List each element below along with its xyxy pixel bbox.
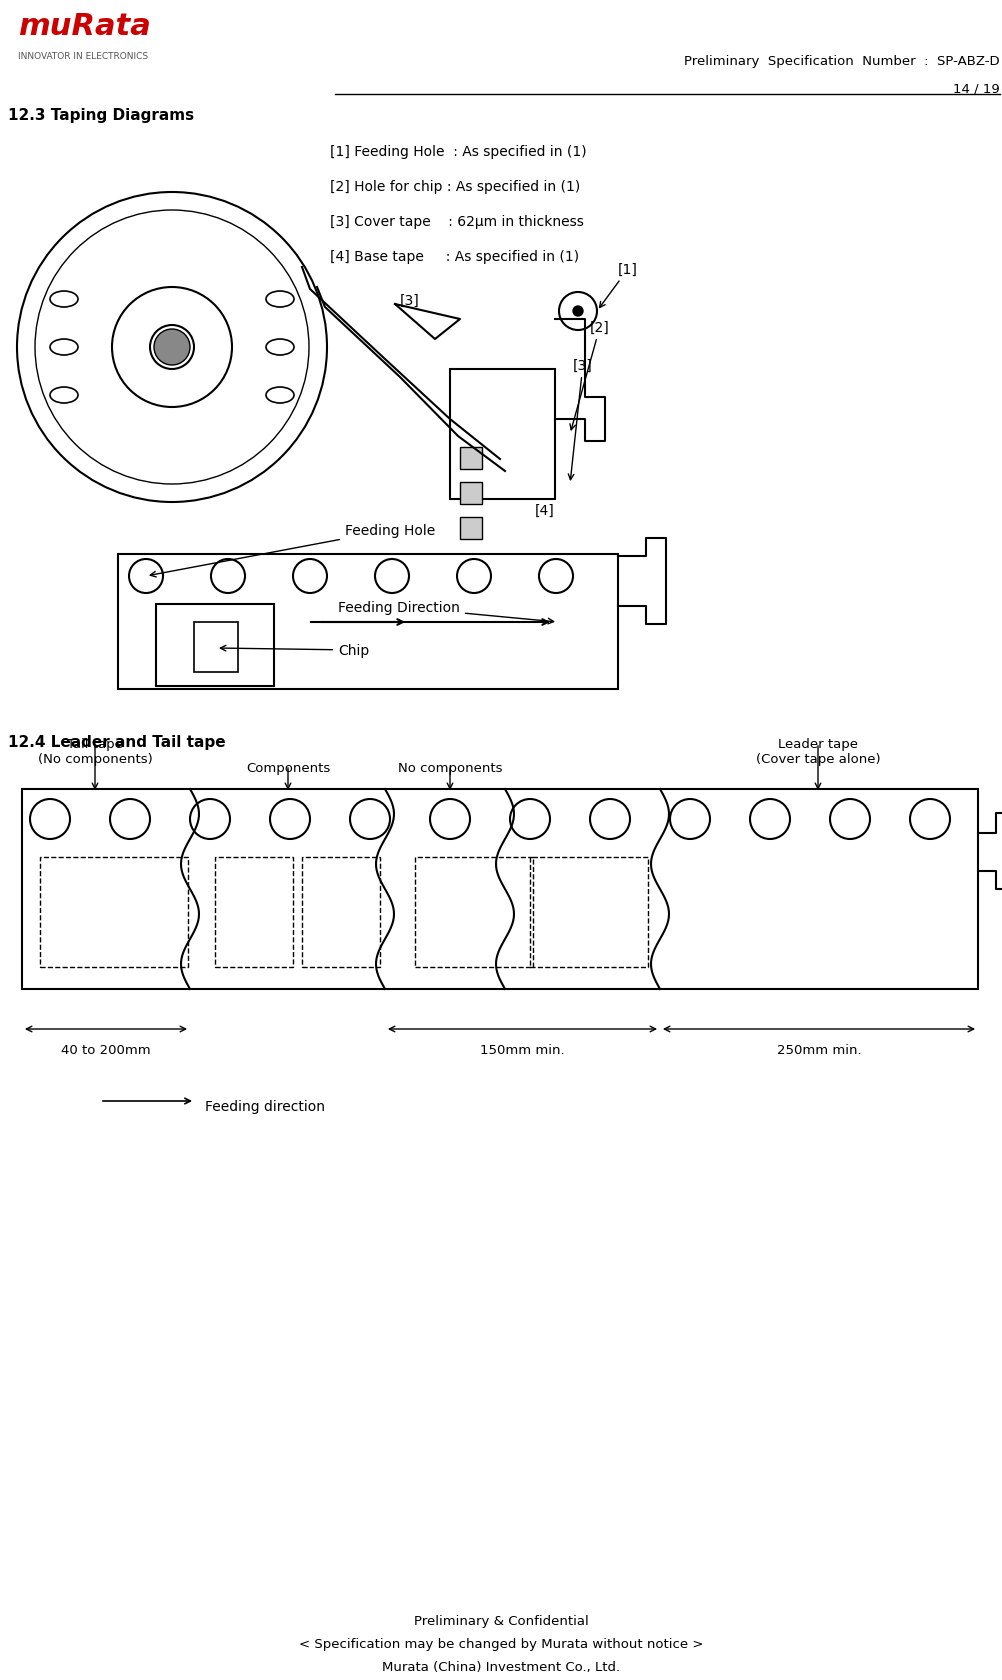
Text: [4] Base tape     : As specified in (1): [4] Base tape : As specified in (1) [330,250,579,264]
Text: [1]: [1] [599,262,638,309]
Bar [118,554,618,689]
Text: Chip: Chip [220,643,370,657]
Text: Leader tape
(Cover tape alone): Leader tape (Cover tape alone) [756,738,881,766]
Text: [3]: [3] [568,360,593,480]
Bar [530,857,648,968]
Text: < Specification may be changed by Murata without notice >: < Specification may be changed by Murata… [299,1636,703,1650]
Bar [302,857,380,968]
Text: [3]: [3] [400,294,420,307]
Bar [450,370,555,499]
Bar [460,449,482,470]
Text: Components: Components [245,761,330,774]
Text: Murata (China) Investment Co., Ltd.: Murata (China) Investment Co., Ltd. [382,1660,620,1673]
Text: Preliminary & Confidential: Preliminary & Confidential [414,1614,588,1626]
Bar [40,857,188,968]
Bar [460,517,482,539]
Circle shape [154,329,190,366]
Text: INNOVATOR IN ELECTRONICS: INNOVATOR IN ELECTRONICS [18,52,148,60]
Text: 150mm min.: 150mm min. [480,1043,565,1057]
Bar [156,605,274,687]
Bar [194,623,238,672]
Text: Feeding direction: Feeding direction [205,1099,325,1114]
Text: [2] Hole for chip : As specified in (1): [2] Hole for chip : As specified in (1) [330,180,580,193]
Text: 12.4 Leader and Tail tape: 12.4 Leader and Tail tape [8,734,225,749]
Text: 250mm min.: 250mm min. [777,1043,862,1057]
Bar [415,857,533,968]
Text: muRata: muRata [18,12,151,40]
Text: Feeding Hole: Feeding Hole [150,524,435,578]
Text: [4]: [4] [535,504,555,517]
Text: Tail tape
(No components): Tail tape (No components) [38,738,152,766]
Bar [22,790,978,990]
Circle shape [573,307,583,318]
Bar [215,857,293,968]
Text: Preliminary  Specification  Number  :  SP-ABZ-D: Preliminary Specification Number : SP-AB… [684,55,1000,67]
Text: [1] Feeding Hole  : As specified in (1): [1] Feeding Hole : As specified in (1) [330,144,586,160]
Text: [3] Cover tape    : 62μm in thickness: [3] Cover tape : 62μm in thickness [330,215,584,228]
Text: 14 / 19: 14 / 19 [953,82,1000,96]
Bar [460,482,482,504]
Text: No components: No components [398,761,502,774]
Text: [2]: [2] [570,321,610,430]
Text: 40 to 200mm: 40 to 200mm [61,1043,151,1057]
Text: Feeding Direction: Feeding Direction [338,601,554,625]
Text: 12.3 Taping Diagrams: 12.3 Taping Diagrams [8,108,194,123]
